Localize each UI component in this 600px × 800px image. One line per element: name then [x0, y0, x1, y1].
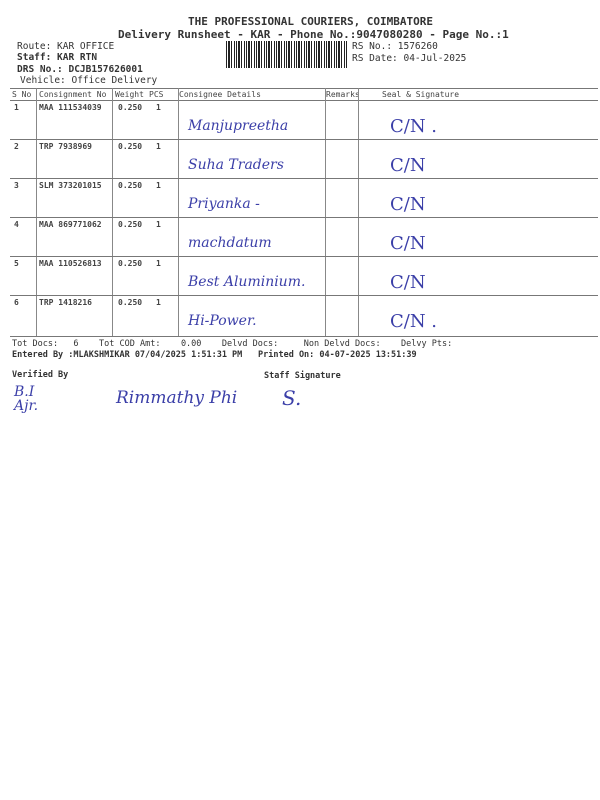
staff-signature: S.: [282, 386, 302, 410]
row-pcs: 1: [156, 220, 161, 229]
col-remarks: Remarks: [326, 90, 360, 99]
row-consignee-handwritten: Priyanka -: [188, 196, 260, 212]
row-pcs: 1: [156, 103, 161, 112]
row-divider: [10, 256, 598, 257]
row-consignee-handwritten: Suha Traders: [188, 157, 284, 173]
row-sno: 6: [14, 298, 19, 307]
row-sno: 5: [14, 259, 19, 268]
col-pcs: PCS: [149, 90, 164, 99]
row-weight: 0.250: [118, 181, 143, 190]
row-weight: 0.250: [118, 220, 143, 229]
row-divider: [10, 178, 598, 179]
tot-docs-label: Tot Docs:: [12, 339, 59, 349]
row-consignee-handwritten: Best Aluminium.: [188, 274, 306, 290]
col-seal: Seal & Signature: [382, 90, 460, 99]
row-consignee-handwritten: Hi-Power.: [188, 313, 257, 329]
row-consignee-handwritten: machdatum: [188, 235, 272, 251]
tot-cod-label: Tot COD Amt:: [99, 339, 161, 349]
verifier-signature: B.I Ajr.: [14, 384, 39, 414]
vehicle: Vehicle: Office Delivery: [20, 75, 158, 86]
row-seal-handwritten: C/N: [390, 272, 426, 293]
route: Route: KAR OFFICE: [17, 41, 115, 52]
row-consignment: MAA 111534039: [39, 103, 102, 112]
tot-docs-value: 6: [73, 339, 79, 349]
non-delvd-docs: Non Delvd Docs:: [303, 339, 381, 349]
row-weight: 0.250: [118, 259, 143, 268]
row-pcs: 1: [156, 259, 161, 268]
row-weight: 0.250: [118, 142, 143, 151]
row-pcs: 1: [156, 181, 161, 190]
delvy-pts: Delvy Pts:: [401, 339, 453, 349]
row-divider: [10, 139, 598, 140]
company-title: THE PROFESSIONAL COURIERS, COIMBATORE: [188, 15, 434, 28]
col-consignee: Consignee Details: [179, 90, 261, 99]
row-sno: 2: [14, 142, 19, 151]
entered-by: Entered By :MLAKSHMIKAR 07/04/2025 1:51:…: [12, 350, 243, 360]
staff: Staff: KAR RTN: [17, 52, 98, 63]
totals-line: Tot Docs: 6 Tot COD Amt: 0.00 Delvd Docs…: [12, 339, 452, 349]
col-weight: Weight: [115, 90, 144, 99]
row-seal-handwritten: C/N .: [390, 311, 438, 332]
rs-number: RS No.: 1576260: [352, 41, 438, 52]
row-consignee-handwritten: Manjupreetha: [188, 118, 289, 134]
row-consignment: MAA 869771062: [39, 220, 102, 229]
signature-handwritten: Rimmathy Phi: [116, 388, 238, 408]
col-consignment: Consignment No: [39, 90, 107, 99]
row-sno: 3: [14, 181, 19, 190]
row-weight: 0.250: [118, 298, 143, 307]
row-divider: [10, 295, 598, 296]
row-seal-handwritten: C/N: [390, 194, 426, 215]
verified-by-label: Verified By: [12, 370, 69, 380]
tot-cod-value: 0.00: [180, 339, 202, 349]
row-weight: 0.250: [118, 103, 143, 112]
printed-on: Printed On: 04-07-2025 13:51:39: [258, 350, 417, 360]
row-divider: [10, 217, 598, 218]
row-consignment: TRP 1418216: [39, 298, 92, 307]
row-pcs: 1: [156, 298, 161, 307]
row-pcs: 1: [156, 142, 161, 151]
row-consignment: MAA 110526813: [39, 259, 102, 268]
barcode: [226, 41, 348, 68]
row-seal-handwritten: C/N .: [390, 116, 438, 137]
runsheet-subtitle: Delivery Runsheet - KAR - Phone No.:9047…: [118, 28, 509, 41]
row-seal-handwritten: C/N: [390, 155, 426, 176]
col-sno: S No: [12, 90, 32, 99]
staff-signature-label: Staff Signature: [264, 371, 341, 381]
delvd-docs: Delvd Docs:: [221, 339, 279, 349]
rs-date: RS Date: 04-Jul-2025: [352, 53, 467, 64]
row-seal-handwritten: C/N: [390, 233, 426, 254]
drs-number: DRS No.: DCJB157626001: [17, 64, 143, 75]
row-sno: 4: [14, 220, 19, 229]
row-sno: 1: [14, 103, 19, 112]
row-consignment: SLM 373201015: [39, 181, 102, 190]
row-consignment: TRP 7938969: [39, 142, 92, 151]
